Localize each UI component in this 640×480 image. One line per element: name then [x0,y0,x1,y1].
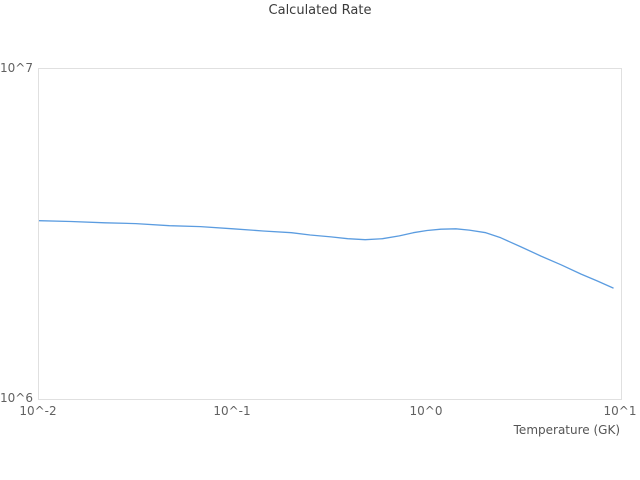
x-tick-label: 10^-2 [19,404,57,418]
y-tick-label: 10^7 [0,61,33,75]
x-tick-label: 10^0 [409,404,443,418]
chart-title: Calculated Rate [268,3,372,18]
plot-svg [39,220,614,289]
x-tick-label: 10^-1 [213,404,251,418]
rate-line-series [39,220,614,289]
x-axis-label: Temperature (GK) [513,423,620,437]
x-tick-label: 10^1 [603,404,637,418]
y-tick-label: 10^6 [0,391,33,405]
plot-area [38,68,622,400]
